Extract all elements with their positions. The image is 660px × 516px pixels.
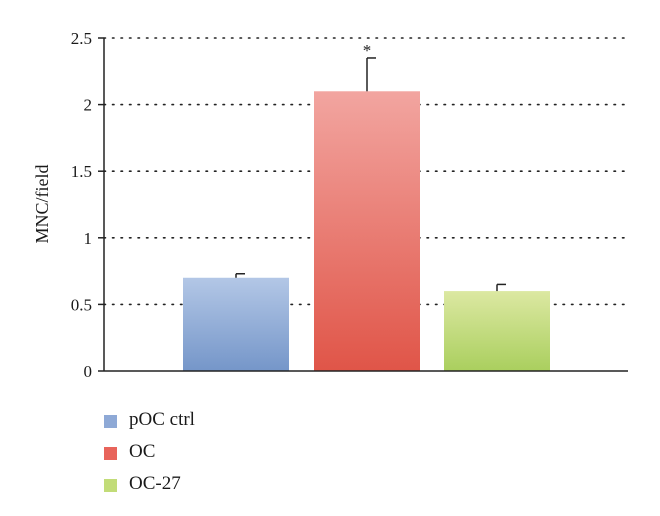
y-tick-label: 2.5 — [71, 29, 92, 48]
bar-oc-27 — [444, 291, 550, 371]
y-tick-label: 0.5 — [71, 295, 92, 314]
y-tick-label: 2 — [84, 96, 93, 115]
axes: 0 0.5 1 1.5 2 2.5 — [71, 29, 628, 381]
y-tick-label: 1 — [84, 229, 93, 248]
legend-item-oc-27: OC-27 — [104, 468, 195, 500]
bar-poc-ctrl — [183, 277, 289, 371]
legend-item-poc-ctrl: pOC ctrl — [104, 404, 195, 436]
legend-swatch — [104, 447, 117, 460]
significance-marker: * — [363, 41, 372, 60]
y-axis-label: MNC/field — [32, 165, 52, 244]
bar-oc — [314, 91, 420, 371]
legend: pOC ctrl OC OC-27 — [104, 404, 195, 500]
bars: * — [183, 41, 550, 371]
legend-label: OC-27 — [129, 473, 181, 494]
legend-item-oc: OC — [104, 436, 195, 468]
y-tick-label: 1.5 — [71, 162, 92, 181]
legend-label: OC — [129, 441, 156, 462]
legend-swatch — [104, 479, 117, 492]
bar-chart: * 0 0.5 1 1.5 2 2.5 MNC/field — [32, 29, 629, 381]
y-tick-label: 0 — [84, 362, 93, 381]
legend-swatch — [104, 415, 117, 428]
legend-label: pOC ctrl — [129, 409, 195, 430]
